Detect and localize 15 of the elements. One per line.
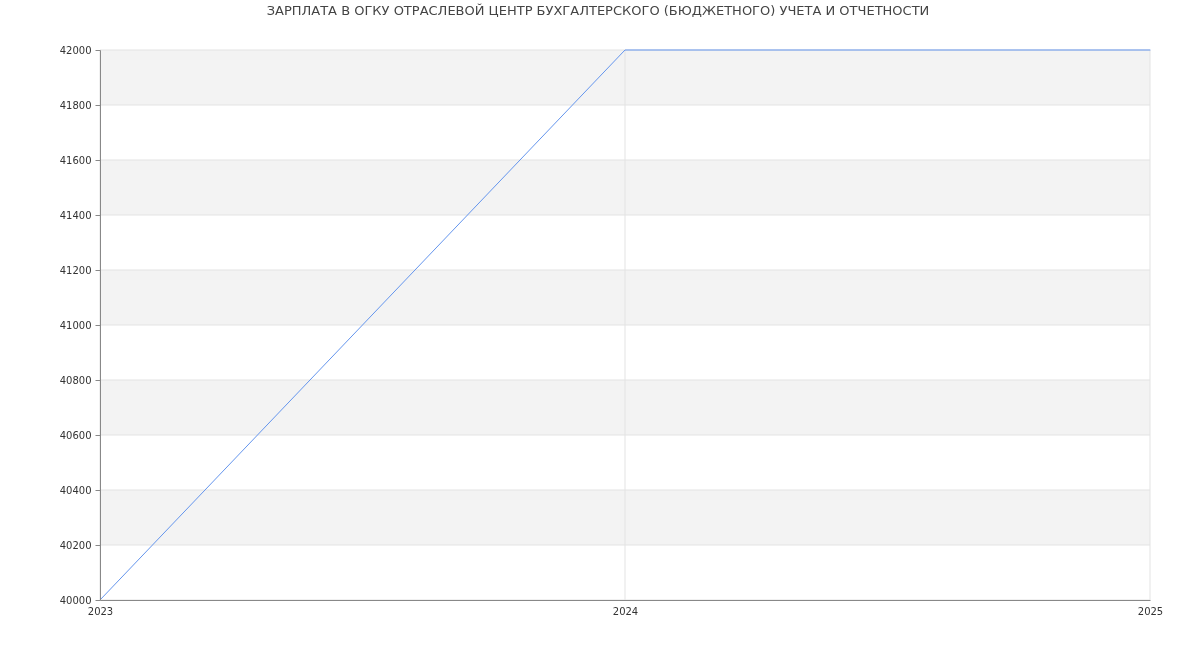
- x-tick-label: 2024: [612, 605, 639, 617]
- y-tick-label: 40200: [59, 539, 92, 551]
- y-tick-label: 41200: [59, 264, 92, 276]
- y-tick-label: 41000: [59, 319, 92, 331]
- y-tick-label: 41400: [59, 209, 92, 221]
- chart-title: ЗАРПЛАТА В ОГКУ ОТРАСЛЕВОЙ ЦЕНТР БУХГАЛТЕРСКОГО (БЮДЖЕТНОГО) УЧЕТА И ОТЧЕТНОСТИ: [266, 3, 930, 18]
- y-tick-label: 40600: [59, 429, 92, 441]
- y-tick-label: 40800: [59, 374, 92, 386]
- x-tick-label: 2023: [87, 605, 114, 617]
- y-tick-label: 42000: [59, 44, 92, 56]
- y-tick-label: 41800: [59, 99, 92, 111]
- y-tick-label: 40000: [59, 594, 92, 606]
- y-tick-label: 41600: [59, 154, 92, 166]
- x-tick-label: 2025: [1137, 605, 1164, 617]
- y-tick-label: 40400: [59, 484, 92, 496]
